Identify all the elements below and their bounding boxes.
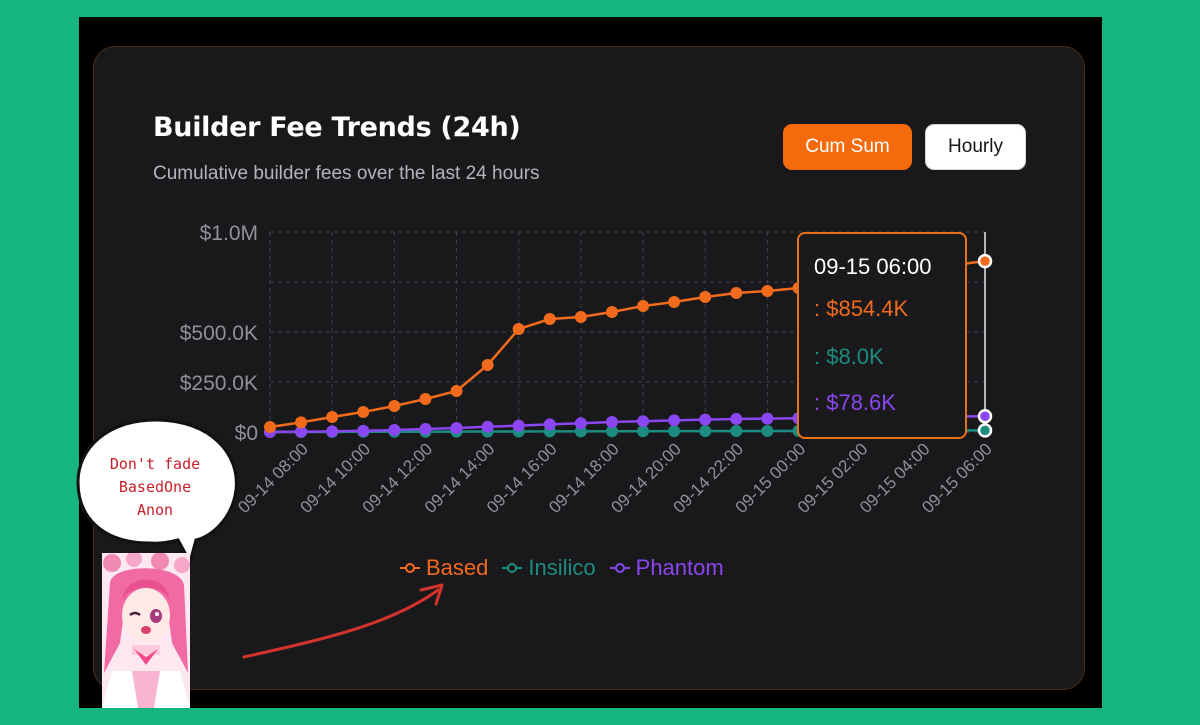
data-point-based <box>605 306 618 318</box>
legend-item-based[interactable]: Based <box>400 555 488 581</box>
data-point-based <box>574 311 587 323</box>
data-point-based <box>668 296 681 308</box>
active-point-based <box>977 253 993 269</box>
data-point-based <box>761 285 774 297</box>
y-tick-label: $1.0M <box>200 222 258 245</box>
legend-marker-based <box>400 563 420 573</box>
data-point-phantom <box>730 413 743 425</box>
active-point-phantom <box>977 409 993 424</box>
data-point-phantom <box>605 416 618 428</box>
anime-avatar-image <box>102 553 190 708</box>
tooltip-phantom-value: : $78.6K <box>814 390 896 415</box>
data-point-based <box>419 393 432 405</box>
data-point-based <box>388 400 401 412</box>
data-point-phantom <box>481 420 494 433</box>
data-point-based <box>512 323 525 335</box>
hourly-button[interactable]: Hourly <box>925 124 1026 170</box>
data-point-based <box>264 421 276 433</box>
data-point-phantom <box>761 412 774 425</box>
data-point-phantom <box>388 424 401 436</box>
tooltip-title: 09-15 06:00 <box>814 254 932 279</box>
legend-marker-insilico <box>502 563 523 573</box>
data-point-based <box>450 385 463 397</box>
data-point-based <box>637 300 650 312</box>
data-point-phantom <box>450 422 463 434</box>
legend-label-insilico: Insilico <box>528 555 596 580</box>
data-point-phantom <box>326 425 339 438</box>
data-point-based <box>357 406 370 418</box>
bubble-line-3: Anon <box>136 501 174 519</box>
active-point-insilico <box>977 423 993 438</box>
y-tick-label: $500.0K <box>180 322 258 345</box>
data-point-phantom <box>699 413 712 426</box>
bubble-line-1: Don't fade <box>109 455 201 473</box>
data-point-based <box>295 416 308 429</box>
data-point-phantom <box>668 414 681 427</box>
speech-bubble <box>76 418 238 566</box>
data-point-based <box>481 359 494 371</box>
bubble-line-2: BasedOne <box>118 478 192 496</box>
data-point-based <box>699 291 712 303</box>
speech-bubble-text: Don't fade BasedOne Anon <box>92 453 218 522</box>
chart-legend: Based Insilico Phantom <box>400 555 724 581</box>
hover-tooltip: 09-15 06:00 : $854.4K : $8.0K : $78.6K <box>797 232 967 439</box>
data-point-based <box>543 313 556 325</box>
data-point-insilico <box>730 425 743 437</box>
cum-sum-button[interactable]: Cum Sum <box>783 124 912 170</box>
annotation-arrow <box>242 588 440 659</box>
data-point-phantom <box>419 423 432 435</box>
data-point-insilico <box>699 425 712 438</box>
data-point-insilico <box>761 424 774 437</box>
data-point-phantom <box>295 425 308 438</box>
y-tick-label: $0 <box>235 422 258 445</box>
data-point-phantom <box>512 419 525 432</box>
chart-title: Builder Fee Trends (24h) <box>153 112 521 143</box>
data-point-phantom <box>357 424 370 437</box>
legend-item-phantom[interactable]: Phantom <box>609 555 724 581</box>
data-point-based <box>730 287 743 299</box>
legend-label-phantom: Phantom <box>635 555 724 580</box>
data-point-insilico <box>668 425 681 438</box>
legend-item-insilico[interactable]: Insilico <box>502 555 596 581</box>
data-point-phantom <box>574 417 587 430</box>
y-tick-label: $250.0K <box>180 372 258 395</box>
legend-label-based: Based <box>426 555 489 580</box>
annotation-arrowhead <box>419 583 444 606</box>
data-point-insilico <box>637 425 650 438</box>
data-point-insilico <box>605 425 618 438</box>
tooltip-insilico-value: : $8.0K <box>814 344 884 369</box>
legend-marker-phantom <box>609 563 630 573</box>
y-axis-ticks: $1.0M $500.0K $250.0K $0 <box>180 222 258 445</box>
data-point-phantom <box>543 418 556 431</box>
active-dots <box>977 253 993 438</box>
data-point-based <box>326 411 339 423</box>
data-point-phantom <box>637 415 650 428</box>
chart-subtitle: Cumulative builder fees over the last 24… <box>153 163 540 184</box>
tooltip-based-value: : $854.4K <box>814 296 909 321</box>
